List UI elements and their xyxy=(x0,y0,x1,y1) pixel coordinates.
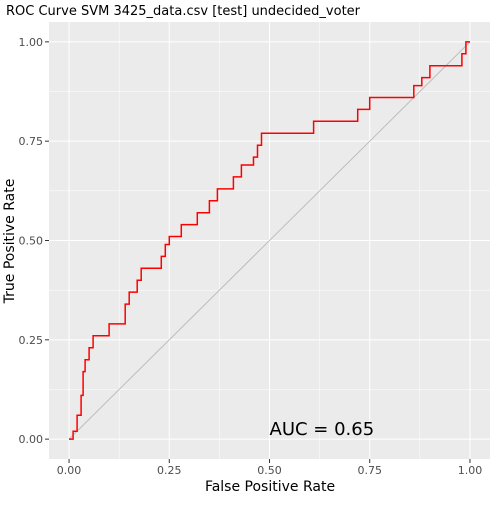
y-tick-label: 0.75 xyxy=(19,135,44,148)
x-axis-title: False Positive Rate xyxy=(205,479,335,495)
chart-title: ROC Curve SVM 3425_data.csv [test] undec… xyxy=(6,4,361,19)
y-axis-ticks: 0.00 0.25 0.50 0.75 1.00 xyxy=(19,36,49,446)
x-tick-label: 1.00 xyxy=(458,464,483,477)
roc-curve-line xyxy=(69,41,470,440)
auc-annotation: AUC = 0.65 xyxy=(270,419,375,440)
x-tick-label: 0.00 xyxy=(57,464,82,477)
y-tick-label: 0.00 xyxy=(19,433,44,446)
x-tick-label: 0.25 xyxy=(157,464,182,477)
chance-diagonal-line xyxy=(68,41,471,440)
y-tick-label: 0.50 xyxy=(19,235,44,248)
y-tick-label: 0.25 xyxy=(19,334,44,347)
y-tick-label: 1.00 xyxy=(19,36,44,49)
x-tick-label: 0.50 xyxy=(257,464,282,477)
y-axis-title: True Positive Rate xyxy=(2,179,18,305)
x-tick-label: 0.75 xyxy=(357,464,382,477)
x-axis-ticks: 0.00 0.25 0.50 0.75 1.00 xyxy=(57,459,482,477)
